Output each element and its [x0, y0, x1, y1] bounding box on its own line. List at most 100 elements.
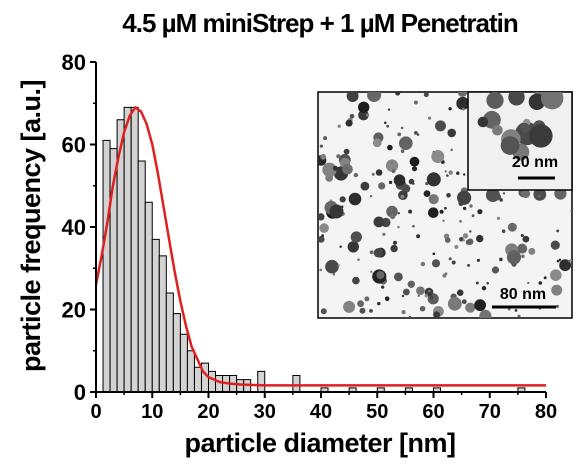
nanoparticle: [336, 154, 341, 159]
nanoparticle: [395, 92, 401, 96]
histogram-bar: [186, 350, 195, 393]
nanoparticle: [456, 289, 464, 297]
nanoparticle: [366, 113, 370, 117]
nanoparticle: [319, 268, 323, 272]
nanoparticle: [491, 266, 500, 274]
nanoparticle: [420, 261, 426, 267]
nanoparticle: [565, 268, 568, 272]
nanoparticle: [390, 161, 393, 164]
zoom-nanoparticle: [529, 124, 553, 148]
histogram-bar: [165, 292, 174, 393]
nanoparticle: [428, 207, 439, 218]
nanoparticle: [369, 195, 373, 198]
nanoparticle: [384, 121, 387, 125]
nanoparticle: [428, 194, 439, 205]
x-tick-label: 70: [479, 401, 501, 423]
nanoparticle: [463, 173, 466, 176]
nanoparticle: [397, 212, 400, 215]
nanoparticle: [433, 311, 441, 318]
zoom-nanoparticle: [528, 93, 546, 111]
x-tick-label: 60: [422, 401, 444, 423]
nanoparticle: [556, 229, 560, 233]
nanoparticle: [411, 166, 418, 172]
nanoparticle: [407, 280, 415, 288]
nanoparticle: [432, 252, 436, 256]
zoom-nanoparticle: [486, 92, 504, 109]
nanoparticle: [502, 192, 506, 195]
nanoparticle: [358, 101, 370, 114]
nanoparticle: [350, 231, 362, 243]
nanoparticle: [514, 309, 518, 312]
nanoparticle: [446, 174, 449, 177]
nanoparticle: [527, 281, 530, 285]
nanoparticle: [318, 213, 325, 221]
nanoparticle: [423, 92, 429, 98]
histogram-bar: [158, 255, 167, 393]
nanoparticle: [349, 114, 355, 119]
nanoparticle: [451, 260, 456, 265]
nanoparticle: [456, 171, 460, 175]
main-scale-label: 80 nm: [500, 286, 546, 303]
nanoparticle: [357, 258, 360, 262]
nanoparticle: [394, 272, 403, 282]
nanoparticle: [462, 239, 465, 242]
x-axis-label: particle diameter [nm]: [184, 428, 455, 458]
nanoparticle: [425, 181, 429, 186]
nanoparticle: [448, 170, 453, 175]
nanoparticle: [435, 120, 446, 132]
y-axis-label: particle frequency [a.u.]: [16, 80, 46, 372]
histogram-bar: [123, 106, 132, 393]
histogram-bar: [172, 313, 181, 393]
nanoparticle: [400, 126, 404, 130]
nanoparticle: [471, 214, 475, 218]
nanoparticle: [377, 301, 381, 306]
nanoparticle: [485, 188, 500, 203]
nanoparticle: [522, 235, 530, 243]
nanoparticle: [417, 294, 420, 297]
nanoparticle: [507, 222, 517, 232]
x-tick-label: 80: [535, 401, 557, 423]
nanoparticle: [353, 172, 359, 178]
nanoparticle: [520, 234, 524, 237]
nanoparticle: [507, 307, 511, 311]
zoom-nanoparticle: [477, 116, 489, 128]
nanoparticle: [456, 96, 470, 110]
histogram-bar: [102, 139, 111, 393]
nanoparticle: [479, 309, 492, 318]
nanoparticle: [555, 304, 559, 308]
nanoparticle: [388, 180, 393, 185]
nanoparticle: [332, 165, 338, 171]
nanoparticle: [414, 131, 418, 135]
nanoparticle: [413, 100, 418, 105]
histogram-bar: [130, 106, 139, 393]
nanoparticle: [387, 144, 393, 151]
nanoparticle: [481, 286, 487, 291]
histogram-bar: [151, 238, 160, 393]
nanoparticle: [408, 209, 413, 214]
y-tick-label: 20: [62, 298, 86, 323]
nanoparticle: [499, 257, 503, 262]
nanoparticle: [343, 300, 356, 313]
nanoparticle: [403, 288, 410, 296]
nanoparticle: [550, 240, 560, 250]
nanoparticle: [320, 153, 327, 160]
nanoparticle: [401, 310, 406, 315]
nanoparticle: [319, 223, 329, 233]
x-tick-label: 50: [366, 401, 388, 423]
nanoparticle: [372, 138, 382, 148]
nanoparticle: [397, 225, 400, 229]
nanoparticle: [537, 194, 541, 198]
nanoparticle: [424, 294, 428, 298]
nanoparticle: [533, 188, 547, 201]
nanoparticle: [381, 285, 385, 289]
nanoparticle: [378, 182, 386, 190]
y-tick-label: 0: [74, 380, 86, 405]
nanoparticle: [400, 194, 405, 199]
nanoparticle: [389, 213, 396, 220]
nanoparticle: [426, 172, 441, 187]
nanoparticle: [369, 250, 374, 255]
nanoparticle: [339, 245, 342, 248]
x-tick-label: 40: [310, 401, 332, 423]
nanoparticle: [364, 296, 370, 302]
histogram-bar: [208, 370, 217, 393]
